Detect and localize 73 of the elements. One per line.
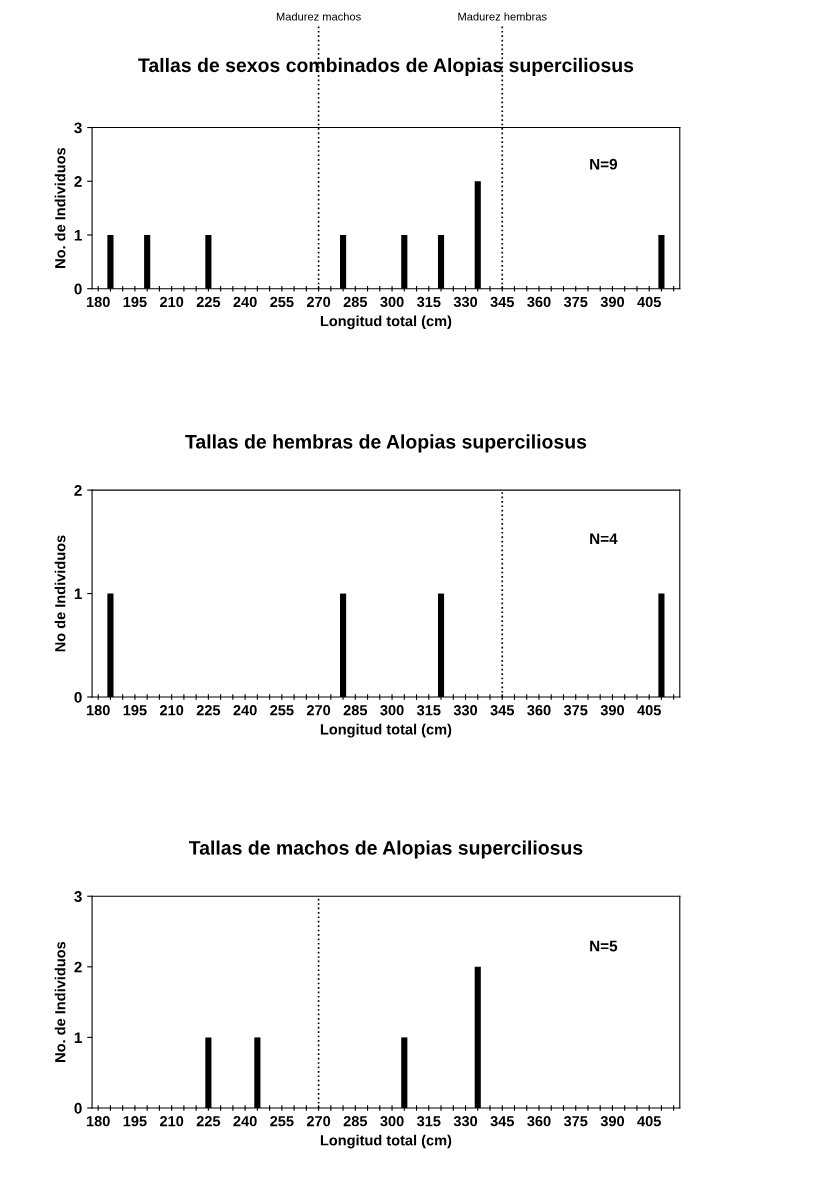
x-tick-label: 315 bbox=[416, 296, 441, 308]
x-tick-label: 390 bbox=[600, 705, 625, 716]
y-tick-label: 3 bbox=[74, 122, 82, 134]
x-tick-label: 240 bbox=[233, 296, 257, 308]
annotation: N=5 bbox=[590, 940, 618, 952]
x-tick-label: 315 bbox=[416, 705, 441, 716]
x-tick-label: 195 bbox=[123, 705, 147, 716]
x-tick-label: 405 bbox=[637, 705, 661, 716]
x-tick-label: 210 bbox=[159, 705, 184, 716]
x-tick-label: 285 bbox=[343, 1115, 368, 1127]
x-tick-label: 330 bbox=[453, 1115, 478, 1127]
x-tick-label: 405 bbox=[637, 296, 661, 308]
x-tick-label: 195 bbox=[123, 296, 147, 308]
x-tick-label: 180 bbox=[86, 1115, 110, 1127]
x-axis-title: Longitud total (cm) bbox=[320, 315, 452, 330]
x-tick-label: 405 bbox=[637, 1115, 661, 1127]
x-tick-label: 345 bbox=[490, 1115, 515, 1127]
x-tick-label: 360 bbox=[527, 1115, 551, 1127]
y-axis-title: No. de Individuos bbox=[54, 941, 66, 1062]
y-tick-label: 1 bbox=[74, 230, 82, 241]
x-tick-label: 225 bbox=[196, 1115, 221, 1127]
x-tick-label: 300 bbox=[380, 1115, 404, 1127]
x-axis-title: Longitud total (cm) bbox=[320, 723, 452, 738]
y-tick-label: 2 bbox=[74, 961, 82, 973]
x-tick-label: 390 bbox=[600, 1115, 625, 1127]
ref-line-label: Madurez machos bbox=[276, 12, 361, 21]
ref-line-label: Madurez hembras bbox=[458, 12, 547, 21]
x-tick-label: 300 bbox=[380, 705, 404, 716]
y-tick-label: 0 bbox=[74, 283, 82, 295]
annotation: N=4 bbox=[590, 533, 618, 544]
y-axis-title: No de Individuos bbox=[54, 535, 66, 652]
y-axis-title: No. de Individuos bbox=[54, 147, 66, 268]
x-tick-label: 240 bbox=[233, 1115, 257, 1127]
chart-title: Tallas de sexos combinados de Alopias superciliosus bbox=[138, 57, 634, 76]
x-tick-label: 330 bbox=[453, 296, 478, 308]
x-tick-label: 285 bbox=[343, 296, 368, 308]
chart-title: Tallas de machos de Alopias superciliosus bbox=[188, 840, 583, 859]
y-tick-label: 3 bbox=[74, 891, 82, 902]
x-tick-label: 315 bbox=[416, 1115, 441, 1127]
x-tick-label: 270 bbox=[306, 1115, 331, 1127]
x-tick-label: 345 bbox=[490, 705, 515, 716]
x-tick-label: 255 bbox=[270, 296, 294, 308]
x-tick-label: 225 bbox=[196, 296, 221, 308]
x-tick-label: 390 bbox=[600, 296, 625, 308]
x-tick-label: 255 bbox=[270, 1115, 294, 1127]
x-tick-label: 255 bbox=[270, 705, 294, 716]
x-tick-label: 360 bbox=[527, 705, 551, 716]
x-tick-label: 225 bbox=[196, 705, 221, 716]
y-tick-label: 1 bbox=[74, 1032, 82, 1043]
x-tick-label: 270 bbox=[306, 296, 331, 308]
x-tick-label: 240 bbox=[233, 705, 257, 716]
y-tick-label: 2 bbox=[74, 176, 82, 187]
x-tick-label: 375 bbox=[563, 1115, 588, 1127]
x-tick-label: 180 bbox=[86, 705, 110, 716]
x-tick-label: 270 bbox=[306, 705, 331, 716]
y-tick-label: 1 bbox=[74, 588, 82, 600]
x-tick-label: 285 bbox=[343, 705, 368, 716]
x-tick-label: 195 bbox=[123, 1115, 147, 1127]
x-tick-label: 375 bbox=[563, 705, 588, 716]
x-tick-label: 180 bbox=[86, 296, 110, 308]
x-tick-label: 330 bbox=[453, 705, 478, 716]
y-tick-label: 0 bbox=[74, 691, 82, 703]
x-tick-label: 210 bbox=[159, 1115, 184, 1127]
y-tick-label: 2 bbox=[74, 484, 82, 496]
x-tick-label: 300 bbox=[380, 296, 404, 308]
x-tick-label: 375 bbox=[563, 296, 588, 308]
annotation: N=9 bbox=[590, 158, 618, 170]
y-tick-label: 0 bbox=[74, 1102, 82, 1114]
x-tick-label: 360 bbox=[527, 296, 551, 308]
x-axis-title: Longitud total (cm) bbox=[320, 1134, 452, 1149]
x-tick-label: 210 bbox=[159, 296, 184, 308]
x-tick-label: 345 bbox=[490, 296, 515, 308]
chart-title: Tallas de hembras de Alopias superciliosus bbox=[185, 434, 587, 453]
